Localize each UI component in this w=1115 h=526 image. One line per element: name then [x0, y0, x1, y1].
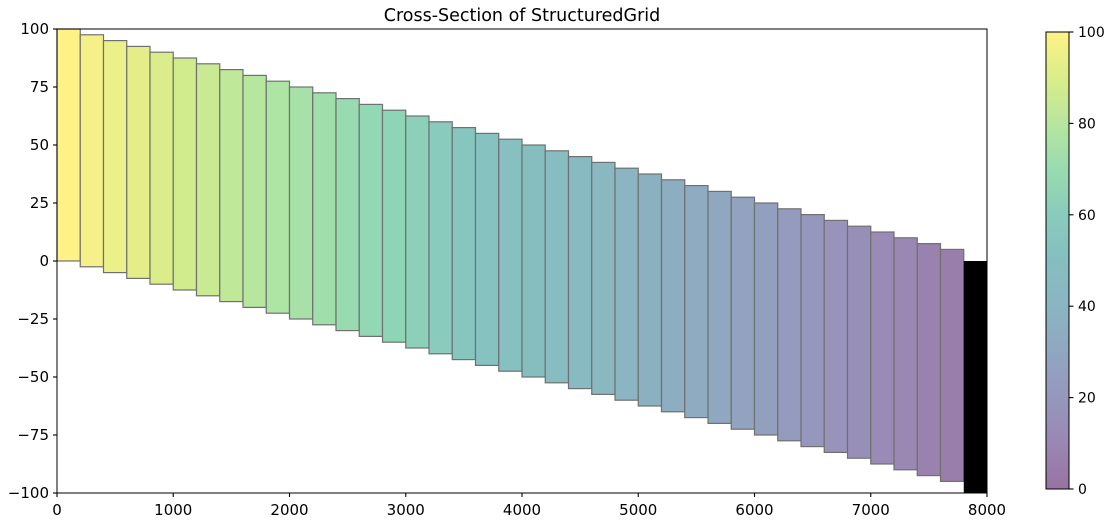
grid-cell-18: [474, 132, 500, 366]
y-tick-label-0: 0: [39, 252, 49, 270]
x-tick-label-4000: 4000: [503, 501, 541, 519]
grid-cell-13: [358, 103, 384, 338]
grid-cell-20: [521, 144, 546, 378]
grid-cell-32: [800, 214, 825, 448]
grid-cell-8: [242, 74, 267, 309]
grid-cell-7: [219, 68, 244, 303]
grid-cell-15: [405, 115, 430, 349]
grid-cell-19: [498, 138, 523, 372]
plot-title: Cross-Section of StructuredGrid: [384, 6, 661, 26]
x-tick-label-7000: 7000: [852, 501, 890, 519]
grid-cell-21: [544, 150, 570, 384]
x-tick-label-8000: 8000: [968, 501, 1006, 519]
grid-cell-27: [684, 185, 709, 419]
x-tick-label-3000: 3000: [387, 501, 425, 519]
grid-cell-1: [79, 34, 105, 268]
y-tick-label-−100: −100: [8, 484, 49, 502]
grid-cell-23: [591, 161, 616, 395]
grid-cell-24: [614, 167, 639, 401]
grid-cell-12: [335, 97, 360, 332]
colorbar-tick-label-0: 0: [1078, 482, 1087, 498]
grid-cell-22: [567, 156, 593, 390]
x-tick-label-0: 0: [52, 501, 62, 519]
grid-cell-4: [149, 51, 174, 285]
grid-cell-14: [381, 109, 407, 343]
grid-cell-35: [870, 231, 895, 465]
x-tick-label-1000: 1000: [154, 501, 192, 519]
grid-cell-16: [428, 121, 453, 355]
grid-cell-5: [172, 57, 198, 291]
y-tick-label-75: 75: [30, 78, 49, 96]
grid-cell-3: [126, 45, 151, 280]
y-tick-label-25: 25: [30, 194, 49, 212]
grid-cell-33: [823, 219, 849, 453]
grid-cell-11: [312, 92, 337, 326]
grid-cell-36: [893, 237, 918, 471]
grid-cell-9: [265, 80, 291, 314]
grid-cell-17: [451, 126, 477, 361]
grid-cell-29: [730, 196, 756, 430]
grid-cell-28: [707, 190, 732, 424]
grid-cell-10: [288, 86, 314, 320]
y-tick-label-100: 100: [20, 20, 49, 38]
colorbar-tick-label-80: 80: [1078, 116, 1096, 132]
x-tick-label-2000: 2000: [270, 501, 308, 519]
grid-cell-0: [56, 28, 81, 262]
colorbar-tick-label-60: 60: [1078, 208, 1096, 224]
y-tick-label-−25: −25: [17, 310, 49, 328]
grid-cell-masked: [963, 261, 987, 493]
grid-cells-layer: [56, 28, 987, 493]
axes-layer: 0 1000 2000 3000 4000 5000 6000 7000 8000−100−75…: [8, 20, 1006, 519]
grid-cell-38: [939, 248, 965, 482]
y-tick-label-50: 50: [30, 136, 49, 154]
y-tick-label-−75: −75: [17, 426, 49, 444]
y-tick-label-−50: −50: [17, 368, 49, 386]
grid-cell-34: [846, 225, 872, 459]
x-tick-label-6000: 6000: [735, 501, 773, 519]
colorbar-tick-label-40: 40: [1078, 299, 1096, 315]
grid-cell-31: [777, 208, 802, 442]
colorbar-tick-label-100: 100: [1078, 25, 1105, 41]
grid-cell-25: [637, 173, 663, 407]
grid-cell-37: [916, 243, 942, 477]
colorbar: [1045, 31, 1070, 490]
grid-cell-30: [753, 202, 779, 436]
colorbar-layer: 0 20 40 60 80 100: [1045, 25, 1105, 498]
grid-cell-2: [102, 39, 128, 274]
x-tick-label-5000: 5000: [619, 501, 657, 519]
grid-cell-26: [660, 179, 686, 413]
colorbar-tick-label-20: 20: [1078, 391, 1096, 407]
grid-cell-6: [195, 63, 221, 297]
